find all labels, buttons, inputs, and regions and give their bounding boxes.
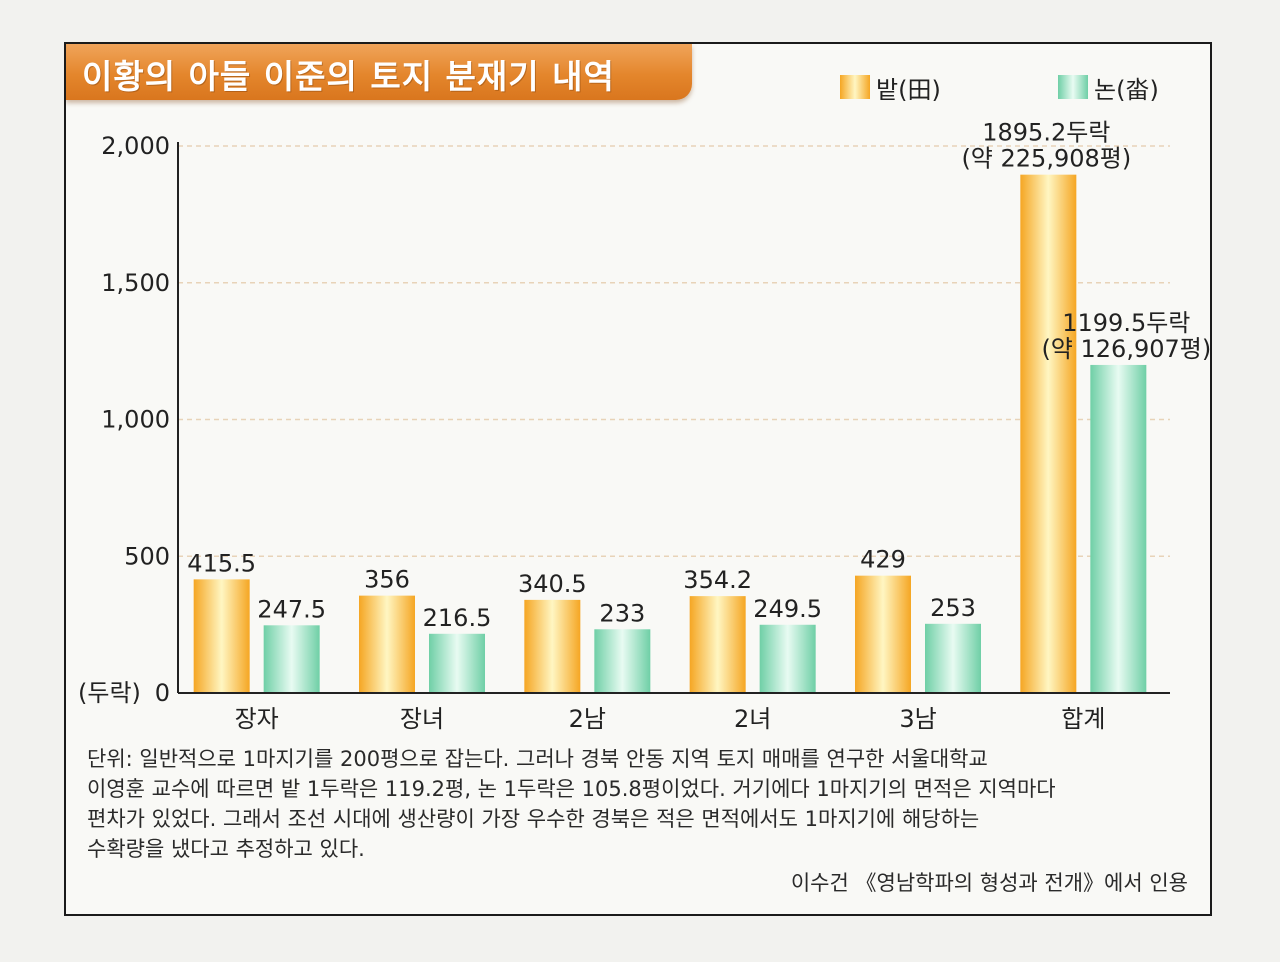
x-category-label: 장녀 bbox=[400, 705, 444, 733]
footnote-line-1: 단위: 일반적으로 1마지기를 200평으로 잡는다. 그러나 경북 안동 지역… bbox=[87, 747, 988, 771]
data-label-paddy: 247.5 bbox=[257, 595, 326, 623]
y-tick-label: 500 bbox=[124, 542, 170, 570]
bar-paddy bbox=[594, 629, 651, 693]
legend-swatch-field bbox=[840, 75, 870, 99]
data-label-field: 354.2 bbox=[683, 566, 752, 594]
data-label-paddy: 233 bbox=[599, 599, 645, 627]
data-label-field: 429 bbox=[860, 546, 906, 574]
data-label-field: 1895.2두락 bbox=[982, 119, 1110, 147]
x-category-label: 3남 bbox=[899, 705, 936, 733]
footnote-line-4: 수확량을 냈다고 추정하고 있다. bbox=[87, 837, 365, 861]
title-banner: 이황의 아들 이준의 토지 분재기 내역 bbox=[66, 44, 692, 100]
footnote-line-3: 편차가 있었다. 그래서 조선 시대에 생산량이 가장 우수한 경북은 적은 면… bbox=[87, 807, 980, 831]
footnote-line-2: 이영훈 교수에 따르면 밭 1두락은 119.2평, 논 1두락은 105.8평… bbox=[87, 777, 1056, 801]
bar-paddy bbox=[429, 633, 485, 693]
bar-field bbox=[524, 599, 581, 693]
y-tick-label: 2,000 bbox=[101, 132, 170, 160]
legend-label-paddy: 논(畓) bbox=[1094, 75, 1159, 104]
y-axis-unit-label: (두락) bbox=[78, 679, 141, 707]
bar-paddy bbox=[1090, 364, 1147, 693]
y-tick-label: 1,000 bbox=[101, 406, 170, 434]
bar-field bbox=[855, 575, 911, 693]
legend-item-field: 밭(田) bbox=[840, 72, 941, 104]
gridlines bbox=[178, 145, 1170, 557]
bar-field bbox=[1020, 174, 1077, 694]
legend-item-paddy: 논(畓) bbox=[1058, 72, 1159, 104]
bar-paddy bbox=[759, 624, 816, 693]
bar-paddy bbox=[263, 625, 320, 693]
legend-swatch-paddy bbox=[1058, 75, 1088, 99]
data-label-paddy: 1199.5두락 bbox=[1062, 309, 1190, 337]
data-annotation-field: (약 225,908평) bbox=[961, 145, 1131, 173]
y-tick-label: 0 bbox=[155, 679, 170, 707]
x-category-label: 2남 bbox=[569, 705, 606, 733]
data-label-field: 415.5 bbox=[187, 549, 256, 577]
data-label-paddy: 249.5 bbox=[753, 595, 822, 623]
data-label-paddy: 216.5 bbox=[423, 604, 492, 632]
source-citation: 이수건 《영남학파의 형성과 전개》에서 인용 bbox=[790, 871, 1188, 895]
chart-frame: 이황의 아들 이준의 토지 분재기 내역 밭(田) 논(畓) 2,000 1,50… bbox=[64, 42, 1212, 916]
bar-field bbox=[359, 595, 415, 693]
data-label-field: 340.5 bbox=[518, 570, 587, 598]
data-label-paddy: 253 bbox=[930, 594, 976, 622]
x-category-label: 2녀 bbox=[734, 705, 771, 733]
chart-title: 이황의 아들 이준의 토지 분재기 내역 bbox=[82, 57, 615, 96]
x-category-label: 합계 bbox=[1061, 705, 1105, 733]
y-tick-label: 1,500 bbox=[101, 269, 170, 297]
data-label-field: 356 bbox=[364, 566, 410, 594]
x-category-label: 장자 bbox=[235, 705, 279, 733]
axes bbox=[177, 142, 1170, 694]
bar-field bbox=[689, 596, 746, 693]
bar-paddy bbox=[925, 623, 981, 693]
data-annotation-paddy: (약 126,907평) bbox=[1041, 335, 1210, 363]
bar-field bbox=[193, 579, 250, 693]
footnote: 단위: 일반적으로 1마지기를 200평으로 잡는다. 그러나 경북 안동 지역… bbox=[87, 744, 1187, 864]
bars bbox=[193, 174, 1147, 694]
legend-label-field: 밭(田) bbox=[876, 75, 941, 104]
